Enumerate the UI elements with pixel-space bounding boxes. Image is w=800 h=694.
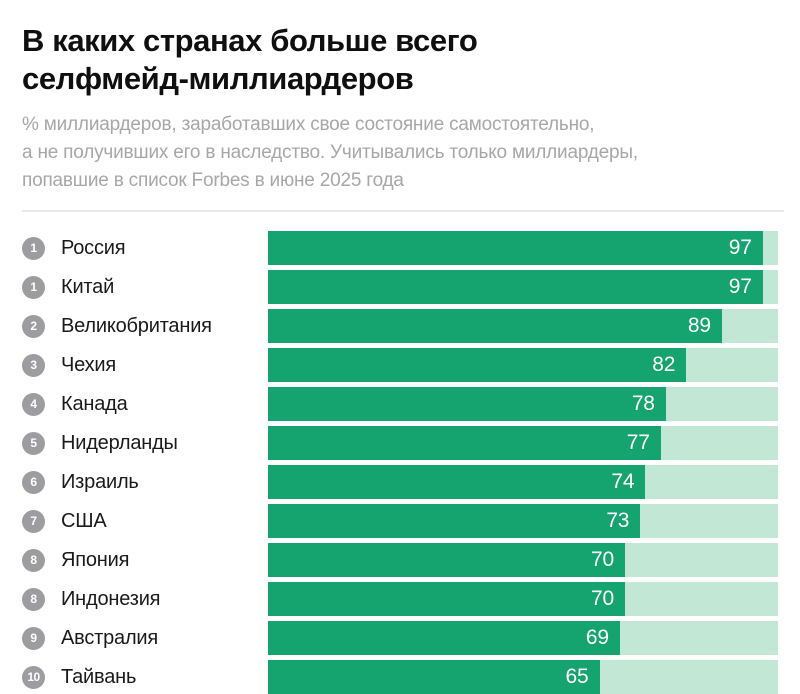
bar-value: 97 <box>728 236 752 259</box>
rank-badge: 1 <box>22 275 45 299</box>
subtitle-line-1: % миллиардеров, заработавших свое состоя… <box>22 114 595 135</box>
country-label: Чехия <box>61 353 117 376</box>
subtitle-line-3: попавшие в список Forbes в июне 2025 год… <box>22 170 404 191</box>
chart-row-Китай: 1 Китай 97 <box>0 270 800 304</box>
bar-fill: 65 <box>268 660 600 694</box>
row-label-group: 6 Израиль <box>0 470 268 494</box>
row-label-group: 5 Нидерланды <box>0 431 268 455</box>
bar-track: 74 <box>268 465 778 499</box>
bar-value: 65 <box>565 665 589 688</box>
chart-row-Канада: 4 Канада 78 <box>0 387 800 421</box>
title-line-1: В каких странах больше всего <box>22 23 478 58</box>
country-label: Канада <box>61 392 128 415</box>
bar-value: 77 <box>626 431 650 454</box>
row-label-group: 1 Россия <box>0 236 268 260</box>
bar-value: 97 <box>728 275 752 298</box>
bar-chart: 1 Россия 97 1 Китай 97 2 Великобритания 89 3 Чехия… <box>0 231 800 694</box>
bar-track: 69 <box>268 621 778 655</box>
bar-value: 74 <box>611 470 635 493</box>
country-label: Израиль <box>61 470 139 493</box>
bar-value: 78 <box>631 392 655 415</box>
bar-track: 97 <box>268 270 778 304</box>
rank-badge: 2 <box>22 314 45 338</box>
chart-row-Тайвань: 10 Тайвань 65 <box>0 660 800 694</box>
bar-fill: 97 <box>268 231 763 265</box>
bar-track: 82 <box>268 348 778 382</box>
country-label: Россия <box>61 236 126 259</box>
country-label: Япония <box>61 548 130 571</box>
row-label-group: 9 Австралия <box>0 626 268 650</box>
bar-track: 97 <box>268 231 778 265</box>
bar-fill: 77 <box>268 426 661 460</box>
chart-subtitle: % миллиардеров, заработавших свое состоя… <box>22 111 778 195</box>
page-title: В каких странах больше всего селфмейд-мил… <box>22 22 778 98</box>
country-label: Тайвань <box>61 665 137 688</box>
bar-value: 82 <box>652 353 676 376</box>
bar-track: 89 <box>268 309 778 343</box>
country-label: Великобритания <box>61 314 212 337</box>
subtitle-line-2: а не получивших его в наследство. Учитыв… <box>22 142 638 163</box>
row-label-group: 10 Тайвань <box>0 665 268 689</box>
row-label-group: 4 Канада <box>0 392 268 416</box>
chart-row-Израиль: 6 Израиль 74 <box>0 465 800 499</box>
bar-fill: 89 <box>268 309 722 343</box>
rank-badge: 8 <box>22 587 45 611</box>
bar-value: 70 <box>591 587 614 610</box>
rank-badge: 6 <box>22 470 45 494</box>
row-label-group: 1 Китай <box>0 275 268 299</box>
rank-badge: 10 <box>22 665 45 689</box>
chart-row-Великобритания: 2 Великобритания 89 <box>0 309 800 343</box>
bar-value: 89 <box>687 314 711 337</box>
bar-value: 69 <box>585 626 609 649</box>
rank-badge: 8 <box>22 548 45 572</box>
rank-badge: 4 <box>22 392 45 416</box>
bar-track: 70 <box>268 582 778 616</box>
chart-header: В каких странах больше всего селфмейд-мил… <box>0 0 800 195</box>
rank-badge: 9 <box>22 626 45 650</box>
rank-badge: 7 <box>22 509 45 533</box>
bar-track: 70 <box>268 543 778 577</box>
bar-fill: 74 <box>268 465 646 499</box>
country-label: Индонезия <box>61 587 161 610</box>
country-label: Австралия <box>61 626 159 649</box>
chart-row-Япония: 8 Япония 70 <box>0 543 800 577</box>
country-label: Нидерланды <box>61 431 178 454</box>
row-label-group: 2 Великобритания <box>0 314 268 338</box>
row-label-group: 8 Япония <box>0 548 268 572</box>
chart-row-Россия: 1 Россия 97 <box>0 231 800 265</box>
header-divider <box>22 210 784 212</box>
rank-badge: 1 <box>22 236 45 260</box>
bar-fill: 97 <box>268 270 763 304</box>
country-label: Китай <box>61 275 115 298</box>
bar-value: 70 <box>591 548 614 571</box>
bar-fill: 78 <box>268 387 666 421</box>
row-label-group: 3 Чехия <box>0 353 268 377</box>
chart-row-Чехия: 3 Чехия 82 <box>0 348 800 382</box>
bar-fill: 70 <box>268 543 625 577</box>
rank-badge: 3 <box>22 353 45 377</box>
bar-fill: 82 <box>268 348 687 382</box>
row-label-group: 7 США <box>0 509 268 533</box>
bar-track: 65 <box>268 660 778 694</box>
bar-fill: 69 <box>268 621 620 655</box>
bar-track: 78 <box>268 387 778 421</box>
row-label-group: 8 Индонезия <box>0 587 268 611</box>
bar-fill: 70 <box>268 582 625 616</box>
bar-track: 73 <box>268 504 778 538</box>
chart-row-США: 7 США 73 <box>0 504 800 538</box>
bar-fill: 73 <box>268 504 641 538</box>
chart-row-Австралия: 9 Австралия 69 <box>0 621 800 655</box>
bar-value: 73 <box>606 509 630 532</box>
chart-row-Нидерланды: 5 Нидерланды 77 <box>0 426 800 460</box>
chart-row-Индонезия: 8 Индонезия 70 <box>0 582 800 616</box>
country-label: США <box>61 509 107 532</box>
rank-badge: 5 <box>22 431 45 455</box>
title-line-2: селфмейд-миллиардеров <box>22 61 414 96</box>
bar-track: 77 <box>268 426 778 460</box>
